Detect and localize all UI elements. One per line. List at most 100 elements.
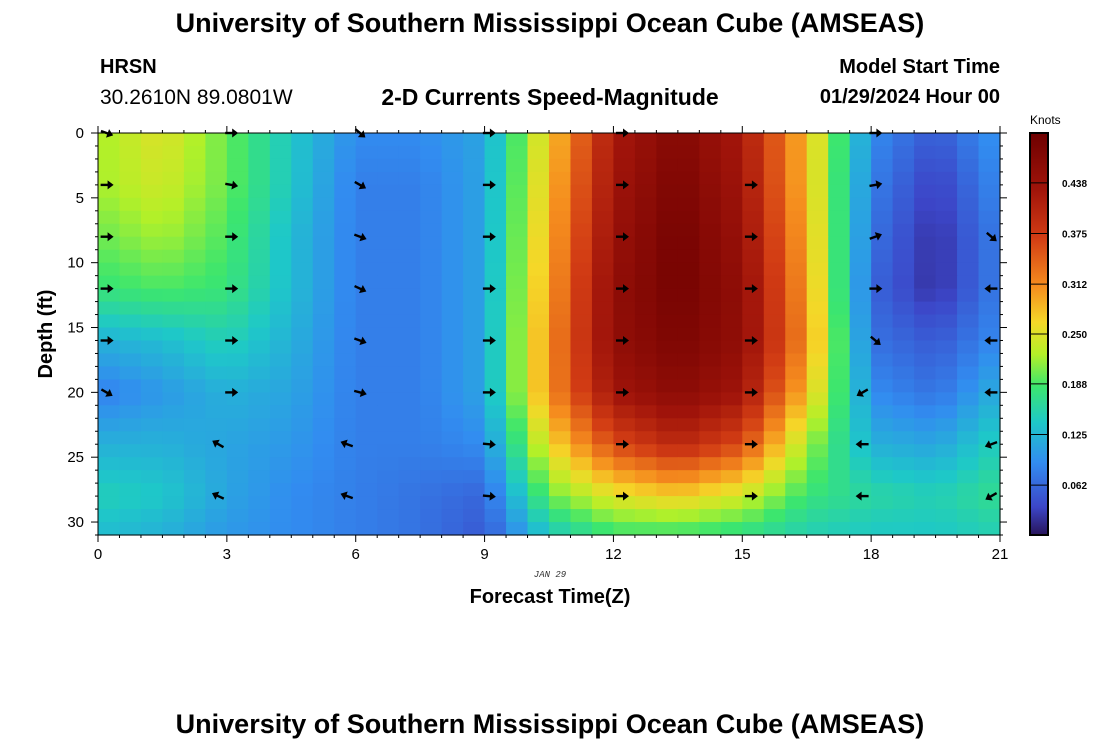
heatmap-cell: [269, 405, 292, 419]
heatmap-cell: [871, 405, 894, 419]
heatmap-cell: [398, 431, 421, 445]
heatmap-cell: [914, 171, 937, 186]
heatmap-cell: [420, 223, 443, 238]
x-tick-label: 18: [863, 546, 880, 563]
heatmap-cell: [312, 418, 335, 432]
heatmap-cell: [291, 133, 314, 147]
heatmap-cell: [914, 288, 937, 303]
heatmap-cell: [871, 340, 894, 355]
heatmap-cell: [355, 145, 378, 160]
heatmap-cell: [549, 314, 572, 329]
heatmap-cell: [957, 340, 980, 355]
heatmap-cell: [634, 522, 657, 536]
heatmap-cell: [828, 171, 851, 186]
heatmap-cell: [871, 288, 894, 303]
heatmap-cell: [978, 509, 1001, 523]
heatmap-cell: [377, 262, 400, 277]
heatmap-cell: [420, 457, 443, 471]
heatmap-cell: [871, 431, 894, 445]
heatmap-cell: [892, 236, 915, 251]
heatmap-cell: [441, 133, 464, 147]
current-vector-arrow: [100, 336, 114, 345]
heatmap-cell: [699, 457, 722, 471]
heatmap-cell: [699, 366, 722, 380]
heatmap-cell: [398, 158, 421, 173]
heatmap-cell: [420, 288, 443, 303]
heatmap-cell: [849, 301, 872, 316]
heatmap-cell: [205, 405, 228, 419]
heatmap-cell: [98, 431, 121, 445]
heatmap-cell: [613, 327, 636, 342]
heatmap-cell: [785, 184, 808, 199]
heatmap-cell: [484, 496, 507, 510]
heatmap-cell: [978, 405, 1001, 419]
heatmap-cell: [849, 470, 872, 484]
heatmap-cell: [656, 379, 679, 393]
heatmap-cell: [269, 301, 292, 316]
heatmap-cell: [677, 470, 700, 484]
heatmap-cell: [957, 327, 980, 342]
heatmap-cell: [248, 522, 271, 536]
heatmap-cell: [549, 470, 572, 484]
heatmap-cell: [935, 314, 958, 329]
heatmap-cell: [613, 171, 636, 186]
heatmap-cell: [935, 171, 958, 186]
heatmap-cell: [978, 133, 1001, 147]
heatmap-cell: [613, 288, 636, 303]
heatmap-cell: [914, 496, 937, 510]
heatmap-cell: [935, 470, 958, 484]
heatmap-cell: [140, 509, 164, 523]
y-axis: 0 5 10 15 20 25 30: [67, 125, 1007, 536]
x-tick-label: 3: [223, 546, 231, 563]
heatmap-cell: [269, 457, 292, 471]
heatmap-cell: [720, 431, 743, 445]
heatmap-cell: [720, 236, 743, 251]
heatmap-cell: [849, 457, 872, 471]
x-tick-label: 12: [605, 546, 622, 563]
heatmap-cell: [441, 301, 464, 316]
heatmap-cell: [441, 353, 464, 368]
heatmap-cell: [312, 158, 335, 173]
heatmap-cell: [849, 197, 872, 212]
heatmap-cell: [785, 470, 808, 484]
heatmap-cell: [506, 470, 529, 484]
heatmap-cell: [871, 444, 894, 458]
heatmap-cell: [162, 158, 185, 173]
heatmap-cell: [226, 327, 249, 342]
heatmap-cell: [377, 509, 400, 523]
heatmap-cell: [720, 496, 743, 510]
heatmap-cell: [978, 197, 1001, 212]
heatmap-cell: [162, 379, 185, 393]
heatmap-cell: [377, 184, 400, 199]
heatmap-cell: [527, 210, 550, 225]
x-tick-label: 0: [94, 546, 102, 563]
heatmap-cell: [656, 522, 679, 536]
heatmap-cell: [677, 522, 700, 536]
heatmap-cell: [613, 301, 636, 316]
heatmap-cell: [656, 236, 679, 251]
heatmap-cell: [720, 301, 743, 316]
heatmap-cell: [828, 327, 851, 342]
heatmap-cell: [205, 288, 228, 303]
heatmap-cell: [677, 457, 700, 471]
heatmap-cell: [162, 210, 185, 225]
heatmap-cell: [98, 327, 121, 342]
heatmap-cell: [162, 470, 185, 484]
heatmap-cell: [484, 522, 507, 536]
y-tick-label: 0: [76, 125, 84, 142]
current-vector-arrow: [482, 439, 496, 449]
heatmap-cell: [98, 171, 121, 186]
heatmap-cell: [634, 210, 657, 225]
heatmap-cell: [248, 496, 271, 510]
heatmap-cell: [119, 327, 142, 342]
heatmap-cell: [806, 184, 829, 199]
current-vector-arrow: [354, 180, 367, 190]
heatmap-cell: [871, 457, 894, 471]
heatmap-cell: [355, 418, 378, 432]
heatmap-cell: [914, 236, 937, 251]
heatmap-cell: [763, 275, 786, 290]
colorbar-tick-label: 0.250: [1062, 330, 1087, 341]
heatmap-cell: [248, 301, 271, 316]
heatmap-cell: [549, 392, 572, 406]
heatmap-cell: [656, 223, 679, 238]
